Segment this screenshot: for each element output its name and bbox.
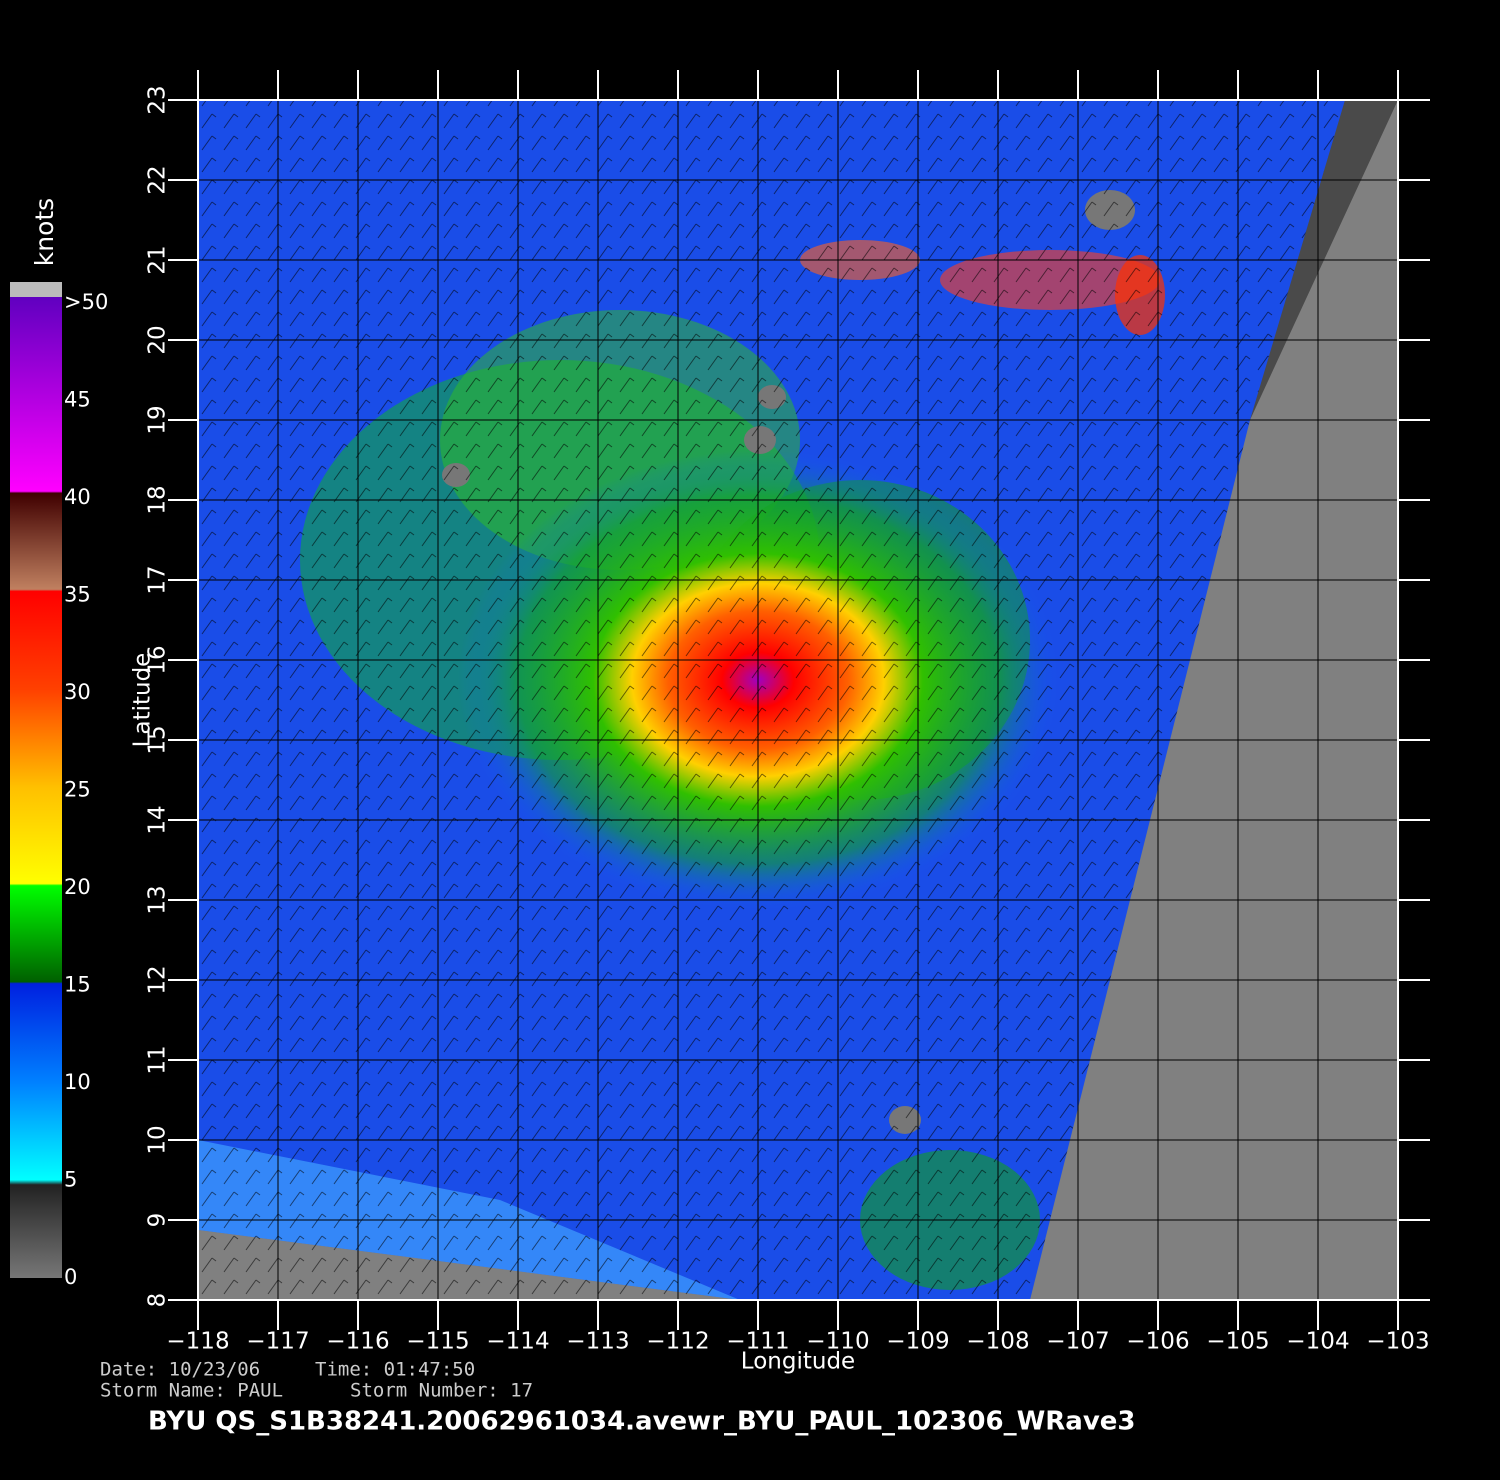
info-text: Storm Number: 17 bbox=[350, 1380, 533, 1402]
x-tick-label: −110 bbox=[806, 1329, 869, 1355]
colorbar-tick-label: 25 bbox=[64, 778, 91, 802]
x-tick-label: −108 bbox=[966, 1329, 1029, 1355]
colorbar-cap bbox=[10, 282, 62, 297]
y-tick-label: 15 bbox=[145, 725, 171, 754]
x-tick-label: −117 bbox=[246, 1329, 309, 1355]
y-axis-label: Latitude bbox=[130, 653, 156, 748]
y-tick-label: 22 bbox=[145, 165, 171, 194]
colorbar bbox=[10, 297, 62, 1278]
info-text: Storm Name: PAUL bbox=[100, 1380, 283, 1402]
y-tick-label: 16 bbox=[145, 645, 171, 674]
y-tick-label: 11 bbox=[145, 1045, 171, 1074]
y-tick-label: 12 bbox=[145, 965, 171, 994]
y-tick-label: 20 bbox=[145, 325, 171, 354]
colorbar-tick-label: 35 bbox=[64, 583, 91, 607]
colorbar-tick-label: 40 bbox=[64, 485, 91, 509]
x-tick-label: −104 bbox=[1286, 1329, 1349, 1355]
colorbar-tick-label: 0 bbox=[64, 1265, 77, 1289]
colorbar-tick-label: 5 bbox=[64, 1168, 77, 1192]
colorbar-tick-label: 15 bbox=[64, 973, 91, 997]
y-tick-label: 18 bbox=[145, 485, 171, 514]
colorbar-title: knots bbox=[30, 198, 59, 266]
x-tick-label: −111 bbox=[726, 1329, 789, 1355]
filename: BYU QS_S1B38241.20062961034.avewr_BYU_PA… bbox=[148, 1407, 1136, 1437]
colorbar-tick-label: >50 bbox=[64, 290, 108, 314]
x-tick-label: −113 bbox=[566, 1329, 629, 1355]
x-tick-label: −114 bbox=[486, 1329, 549, 1355]
y-tick-label: 21 bbox=[145, 245, 171, 274]
x-tick-label: −105 bbox=[1206, 1329, 1269, 1355]
x-tick-label: −106 bbox=[1126, 1329, 1189, 1355]
y-tick-label: 9 bbox=[145, 1213, 171, 1228]
y-tick-label: 14 bbox=[145, 805, 171, 834]
x-axis-label: Longitude bbox=[741, 1349, 855, 1375]
colorbar-tick-label: 45 bbox=[64, 388, 91, 412]
x-tick-label: −107 bbox=[1046, 1329, 1109, 1355]
x-tick-label: −115 bbox=[406, 1329, 469, 1355]
info-text: Date: 10/23/06 bbox=[100, 1359, 260, 1381]
y-tick-label: 13 bbox=[145, 885, 171, 914]
x-tick-label: −109 bbox=[886, 1329, 949, 1355]
x-tick-label: −103 bbox=[1366, 1329, 1429, 1355]
y-tick-label: 19 bbox=[145, 405, 171, 434]
x-tick-label: −116 bbox=[326, 1329, 389, 1355]
y-tick-label: 23 bbox=[145, 85, 171, 114]
satellite-imagery bbox=[198, 100, 1398, 1300]
y-tick-label: 17 bbox=[145, 565, 171, 594]
colorbar-tick-label: 10 bbox=[64, 1070, 91, 1094]
colorbar-tick-label: 20 bbox=[64, 875, 91, 899]
colorbar-tick-label: 30 bbox=[64, 680, 91, 704]
y-tick-label: 8 bbox=[145, 1293, 171, 1308]
y-tick-label: 10 bbox=[145, 1125, 171, 1154]
info-text: Time: 01:47:50 bbox=[315, 1359, 475, 1381]
plot-frame bbox=[197, 99, 1399, 1301]
x-tick-label: −112 bbox=[646, 1329, 709, 1355]
x-tick-label: −118 bbox=[166, 1329, 229, 1355]
